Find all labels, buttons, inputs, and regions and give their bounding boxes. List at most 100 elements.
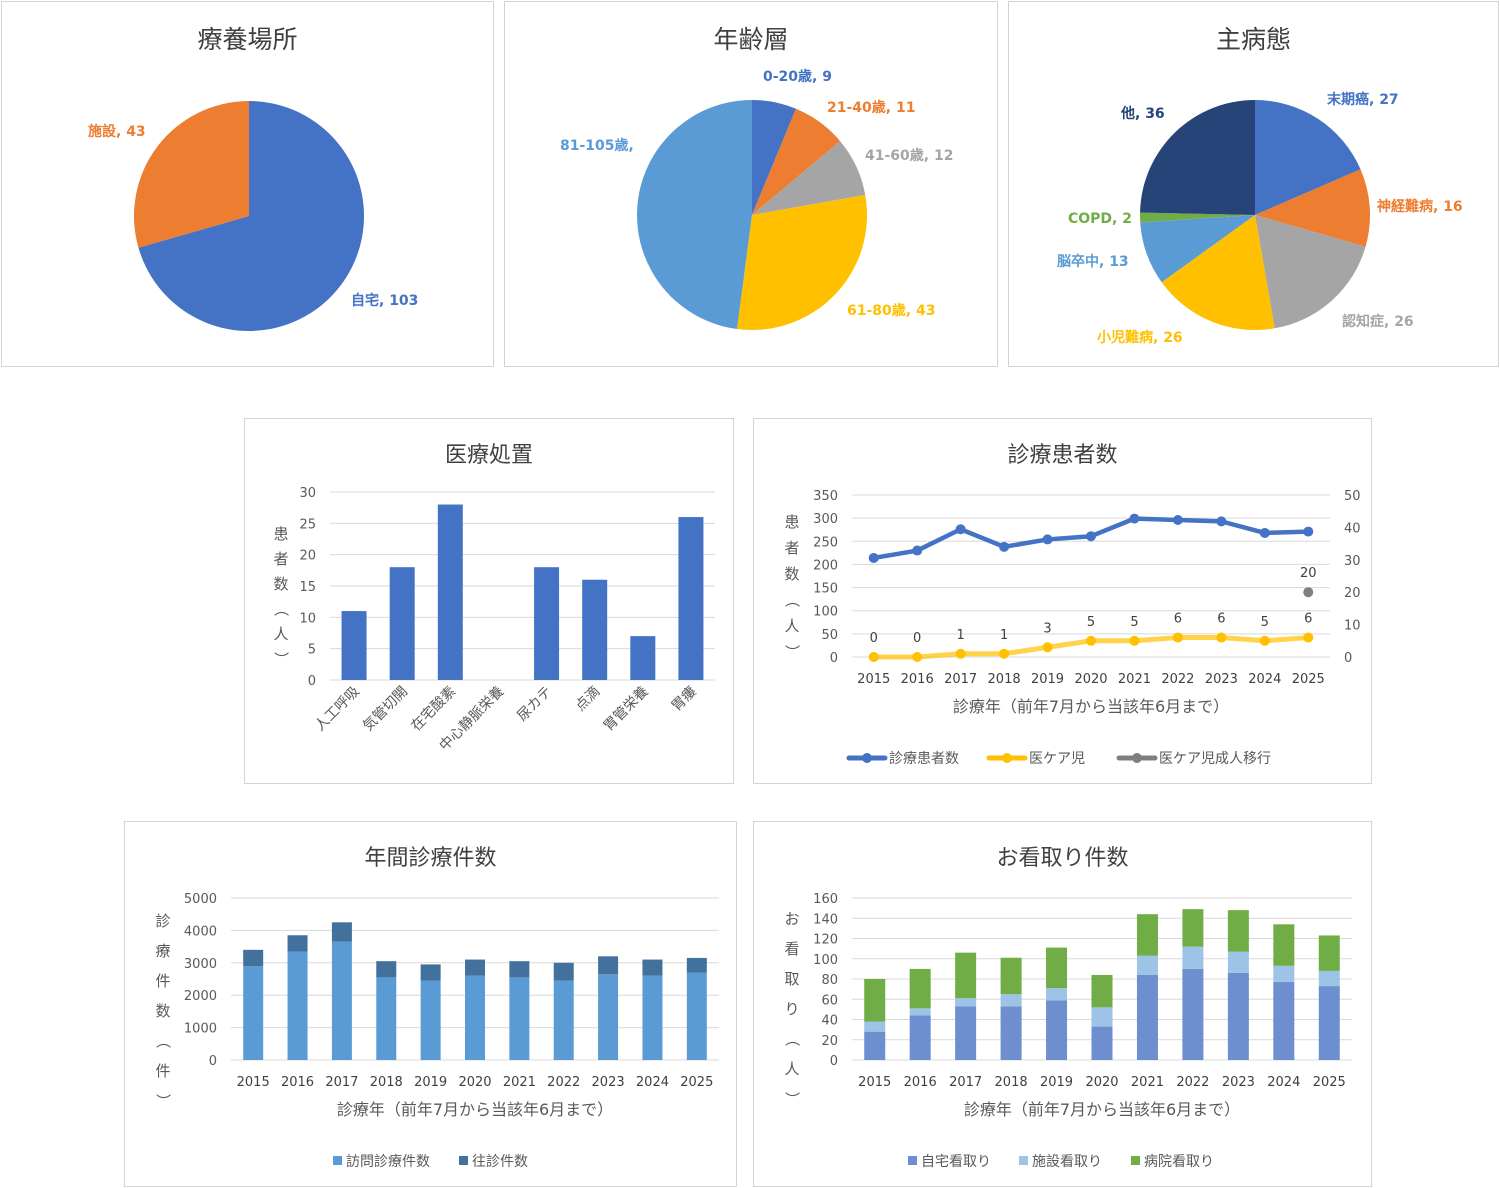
bar-segment [243, 949, 264, 967]
bar-segment [1046, 988, 1068, 1001]
y2-tick-label: 30 [1344, 554, 1361, 569]
pie-label: 施設, 43 [88, 123, 146, 140]
y-tick-label: 50 [821, 628, 838, 643]
y-axis-label-char: 看 [784, 940, 799, 958]
bar-segment [331, 922, 352, 942]
y-tick-label: 20 [821, 1034, 838, 1049]
legend-marker [862, 753, 872, 763]
bar-segment [642, 975, 663, 1060]
data-point [1172, 514, 1183, 525]
stacked-bar-chart-visits: 0 1000 2000 3000 4000 5000 2015 2016 2017 2018 201… [154, 892, 719, 1170]
y-axis-label-char: り [784, 1000, 799, 1018]
y-axis-label-char: ） [154, 1093, 172, 1108]
legend-swatch [908, 1156, 917, 1165]
data-label: 20 [1300, 566, 1317, 581]
y-axis-label-char: （ [272, 601, 290, 616]
y-tick-label: 15 [299, 580, 316, 595]
pie-label: 末期癌, 27 [1327, 91, 1399, 108]
legend-swatch [1131, 1156, 1140, 1165]
chart-panel-age: 年齢層 0-20歳, 9 21-40歳, 11 41-60歳, 12 61-80歳, … [504, 1, 998, 367]
bar-segment [287, 935, 308, 952]
chart-panel-patients: 診療患者数 0 50 100 150 200 250 300 350 0 10 20 30 40 50 20… [753, 418, 1372, 784]
bar-segment [598, 974, 619, 1060]
y-axis-label-char: お [784, 910, 799, 928]
pie-slice-81-105歳 [636, 100, 752, 330]
x-tick-label: 2015 [858, 1075, 891, 1090]
pie-slice-61-80歳 [736, 195, 867, 331]
data-label: 6 [1304, 612, 1312, 627]
y-tick-label: 5 [308, 643, 316, 658]
y-tick-label: 25 [299, 517, 316, 532]
pie-slice-脳卒中 [1140, 215, 1255, 283]
chart-panel-mitori: お看取り件数 0 20 40 60 80 100 120 140 160 2015 2016 2017… [753, 821, 1372, 1187]
chart-title: 療養場所 [197, 25, 298, 54]
y-tick-label: 0 [209, 1054, 217, 1069]
x-tick-label: 2023 [592, 1075, 625, 1090]
bar [678, 517, 704, 680]
legend-label: 診療患者数 [889, 750, 959, 767]
x-tick-label: 2016 [901, 672, 934, 687]
x-tick-label: 尿カテ [514, 684, 555, 725]
bar-segment [1227, 951, 1249, 973]
x-tick-label: 2016 [904, 1075, 937, 1090]
y2-tick-label: 10 [1344, 619, 1361, 634]
y-tick-label: 2000 [184, 989, 217, 1004]
pie-chart-disease: 末期癌, 27 神経難病, 16 認知症, 26 小児難病, 26 脳卒中, 13 COP… [1057, 91, 1463, 346]
bar-segment [1000, 1006, 1022, 1060]
bar-segment [1091, 1007, 1113, 1027]
stacked-bar-chart-mitori: 0 20 40 60 80 100 120 140 160 2015 2016 2017 2018 201… [783, 892, 1352, 1170]
bar-segment [686, 957, 707, 973]
y-axis-label-char: ） [783, 1091, 801, 1106]
pie-label: 自宅, 103 [351, 292, 418, 309]
pie-slice-小児難病 [1161, 215, 1275, 330]
y-axis-label-char: 件 [155, 972, 170, 990]
y-axis-label-char: 人 [273, 625, 288, 643]
bar-segment [509, 961, 530, 978]
bar-segment [1182, 909, 1204, 947]
y-tick-label: 60 [821, 993, 838, 1008]
x-tick-label: 2024 [1248, 672, 1281, 687]
legend-swatch [333, 1156, 342, 1165]
y-axis-label-char: 件 [155, 1062, 170, 1080]
x-tick-label: 2023 [1205, 672, 1238, 687]
bar-segment [1136, 974, 1158, 1060]
x-tick-label: 2022 [1176, 1075, 1209, 1090]
x-tick-label: 2022 [547, 1075, 580, 1090]
bar-segment [1273, 924, 1295, 966]
x-tick-label: 2025 [1313, 1075, 1346, 1090]
bar-segment [909, 1008, 931, 1016]
data-point [1042, 534, 1053, 545]
x-tick-label: 2020 [458, 1075, 491, 1090]
data-point [1259, 635, 1270, 646]
data-point [1216, 516, 1227, 527]
x-tick-label: 2018 [995, 1075, 1028, 1090]
pie-label: COPD, 2 [1068, 211, 1132, 227]
data-label: 0 [870, 631, 878, 646]
y-axis-label-char: 人 [784, 1060, 799, 1078]
x-tick-label: 2020 [1074, 672, 1107, 687]
x-tick-label: 2015 [857, 672, 890, 687]
bar-segment [420, 964, 441, 981]
y-axis-label-char: ） [783, 644, 801, 659]
x-tick-label: 2025 [680, 1075, 713, 1090]
y-tick-label: 40 [821, 1014, 838, 1029]
bar-segment [465, 959, 485, 976]
x-tick-label: 2017 [949, 1075, 982, 1090]
pie-label: 61-80歳, 43 [847, 302, 935, 319]
x-tick-label: 2020 [1085, 1075, 1118, 1090]
chart-title: 年間診療件数 [364, 846, 497, 871]
x-tick-label: 2025 [1292, 672, 1325, 687]
legend-label: 病院看取り [1144, 1154, 1214, 1170]
x-tick-label: 人工呼吸 [312, 684, 363, 735]
data-point [1303, 526, 1314, 537]
data-point [1086, 531, 1096, 542]
y-axis-label-char: 患 [273, 525, 288, 543]
y-axis-label-char: 数 [155, 1002, 170, 1020]
pie-label: 神経難病, 16 [1377, 198, 1463, 215]
y2-tick-label: 40 [1344, 521, 1361, 536]
x-tick-label: 2015 [237, 1075, 270, 1090]
y-tick-label: 30 [299, 486, 316, 501]
pie-slice-41-60歳 [752, 141, 866, 215]
y2-tick-label: 20 [1344, 586, 1361, 601]
legend-label: 自宅看取り [921, 1154, 991, 1170]
